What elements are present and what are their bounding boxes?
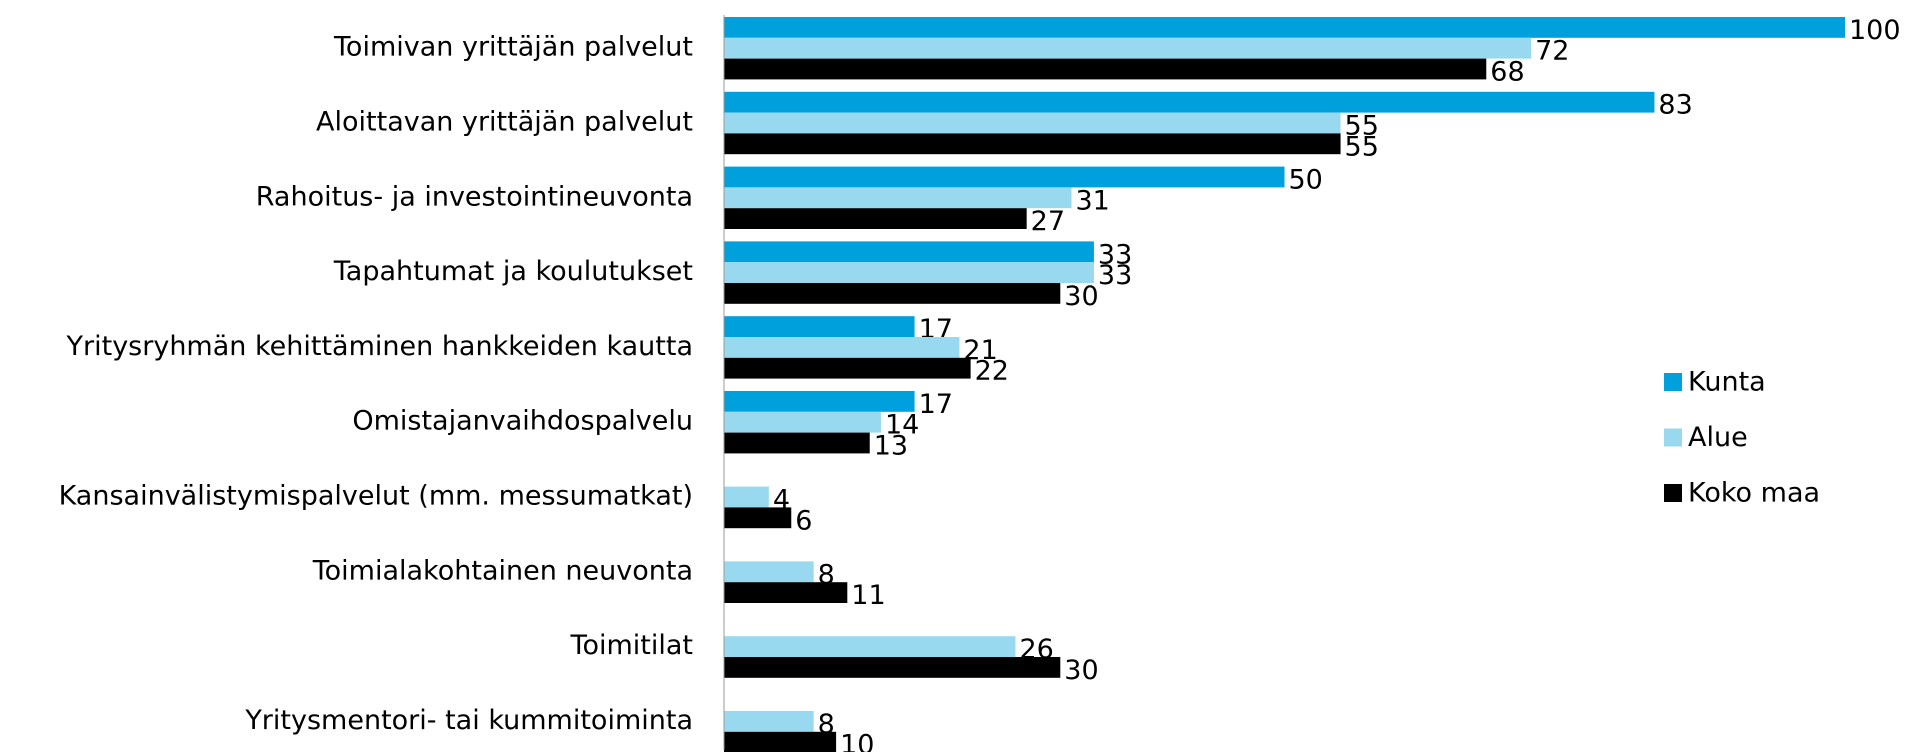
- bar: [724, 432, 870, 454]
- value-label: 50: [1289, 165, 1323, 196]
- category-label: Toimitilat: [570, 630, 693, 661]
- value-label: 30: [1064, 655, 1098, 686]
- legend-label: Koko maa: [1688, 478, 1820, 509]
- value-label: 17: [919, 389, 953, 420]
- bar: [724, 133, 1341, 155]
- value-label: 13: [874, 431, 908, 462]
- bar: [724, 731, 837, 752]
- legend-label: Alue: [1688, 422, 1748, 453]
- legend-label: Kunta: [1688, 367, 1766, 398]
- bar: [724, 241, 1094, 263]
- value-label: 83: [1658, 90, 1692, 121]
- bar: [724, 58, 1487, 80]
- category-label: Yritysmentori- tai kummitoiminta: [244, 705, 693, 736]
- bar: [724, 507, 792, 529]
- value-label: 72: [1535, 36, 1569, 67]
- bar: [724, 283, 1061, 304]
- value-label: 10: [840, 730, 874, 752]
- bar: [724, 582, 848, 603]
- legend-swatch: [1664, 373, 1682, 391]
- value-label: 6: [795, 505, 812, 536]
- value-label: 30: [1064, 281, 1098, 312]
- bar: [724, 391, 915, 412]
- value-label: 27: [1031, 206, 1065, 237]
- category-label: Kansainvälistymispalvelut (mm. messumatk…: [59, 481, 693, 512]
- bar: [724, 561, 814, 583]
- value-label: 33: [1098, 260, 1132, 291]
- category-label: Rahoitus- ja investointineuvonta: [256, 181, 693, 212]
- bar: [724, 166, 1285, 188]
- bar: [724, 316, 915, 337]
- bar: [724, 657, 1061, 678]
- category-label: Tapahtumat ja koulutukset: [333, 256, 693, 287]
- category-label: Omistajanvaihdospalvelu: [352, 406, 693, 437]
- category-label: Aloittavan yrittäjän palvelut: [316, 107, 693, 138]
- bar: [724, 711, 814, 732]
- bar: [724, 112, 1341, 134]
- bar: [724, 486, 769, 508]
- bar: [724, 337, 960, 358]
- value-label: 31: [1076, 185, 1110, 216]
- bar: [724, 91, 1655, 113]
- category-label: Yritysryhmän kehittäminen hankkeiden kau…: [66, 331, 693, 362]
- value-label: 33: [1098, 239, 1132, 270]
- value-label: 14: [885, 410, 919, 441]
- value-label: 11: [851, 580, 885, 611]
- bar: [724, 37, 1532, 59]
- bar: [724, 262, 1094, 283]
- bar: [724, 411, 881, 433]
- category-label: Toimivan yrittäjän palvelut: [333, 32, 693, 63]
- legend-swatch: [1664, 428, 1682, 447]
- bar: [724, 357, 971, 379]
- value-label: 22: [975, 356, 1009, 387]
- bar: [724, 208, 1027, 229]
- bar: [724, 187, 1072, 209]
- value-label: 55: [1345, 111, 1379, 142]
- category-label: Toimialakohtainen neuvonta: [312, 555, 693, 586]
- bar: [724, 17, 1845, 38]
- value-label: 68: [1490, 57, 1524, 88]
- value-label: 55: [1345, 131, 1379, 162]
- legend-swatch: [1664, 484, 1682, 502]
- bar: [724, 636, 1016, 657]
- value-label: 100: [1849, 15, 1901, 46]
